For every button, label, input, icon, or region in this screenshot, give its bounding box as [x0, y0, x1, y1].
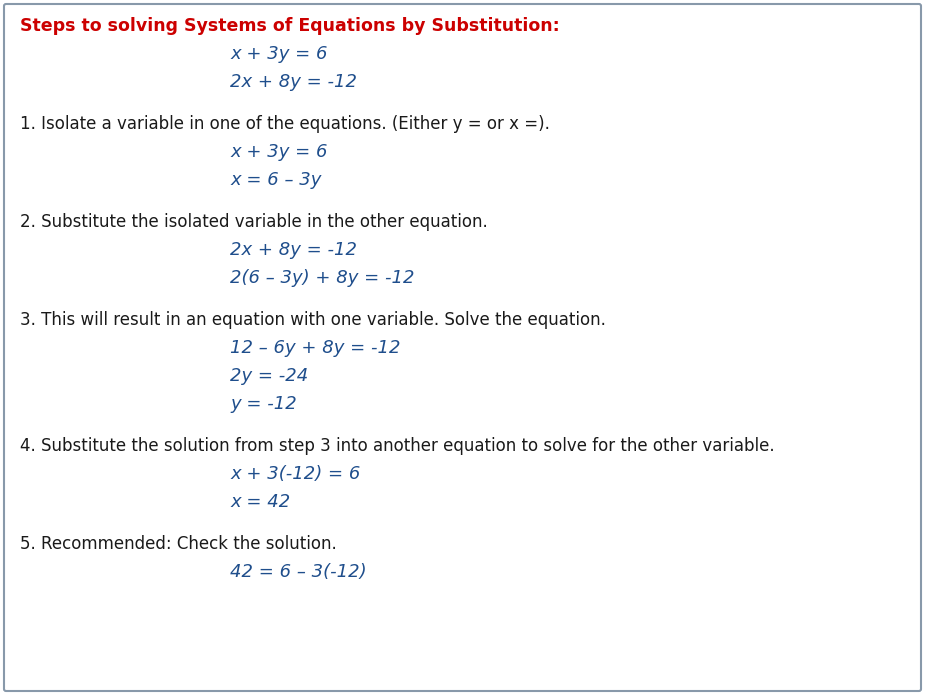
Text: 2x + 8y = -12: 2x + 8y = -12: [230, 241, 357, 259]
Text: 2(6 – 3y) + 8y = -12: 2(6 – 3y) + 8y = -12: [230, 269, 414, 287]
Text: x + 3y = 6: x + 3y = 6: [230, 143, 327, 161]
Text: 3. This will result in an equation with one variable. Solve the equation.: 3. This will result in an equation with …: [20, 311, 606, 329]
Text: x = 42: x = 42: [230, 493, 290, 511]
Text: x + 3(-12) = 6: x + 3(-12) = 6: [230, 465, 361, 483]
Text: 42 = 6 – 3(-12): 42 = 6 – 3(-12): [230, 563, 366, 581]
Text: 12 – 6y + 8y = -12: 12 – 6y + 8y = -12: [230, 339, 401, 357]
Text: x + 3y = 6: x + 3y = 6: [230, 45, 327, 63]
Text: y = -12: y = -12: [230, 395, 297, 413]
Text: Steps to solving Systems of Equations by Substitution:: Steps to solving Systems of Equations by…: [20, 17, 560, 35]
Text: 1. Isolate a variable in one of the equations. (Either y = or x =).: 1. Isolate a variable in one of the equa…: [20, 115, 549, 133]
FancyBboxPatch shape: [4, 4, 921, 691]
Text: 5. Recommended: Check the solution.: 5. Recommended: Check the solution.: [20, 535, 337, 553]
Text: 2x + 8y = -12: 2x + 8y = -12: [230, 73, 357, 91]
Text: 2. Substitute the isolated variable in the other equation.: 2. Substitute the isolated variable in t…: [20, 213, 487, 231]
Text: 4. Substitute the solution from step 3 into another equation to solve for the ot: 4. Substitute the solution from step 3 i…: [20, 437, 774, 455]
Text: x = 6 – 3y: x = 6 – 3y: [230, 171, 321, 189]
Text: 2y = -24: 2y = -24: [230, 367, 308, 385]
